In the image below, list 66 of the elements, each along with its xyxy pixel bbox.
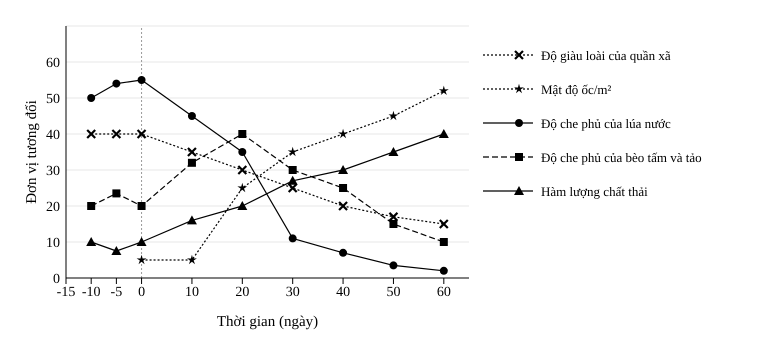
point <box>338 165 348 174</box>
point <box>111 128 122 140</box>
x-tick-label: 50 <box>386 284 400 300</box>
x-tick-label: 0 <box>138 284 146 300</box>
point <box>389 261 398 270</box>
point <box>86 128 96 140</box>
x-axis-title: Thời gian (ngày) <box>216 314 318 330</box>
y-tick-label: 10 <box>46 236 60 251</box>
legend-label: Mật độ ốc/m² <box>541 82 612 97</box>
point <box>112 189 120 198</box>
legend-label: Độ giàu loài của quần xã <box>541 48 671 63</box>
y-tick-label: 40 <box>46 128 60 143</box>
legend-label: Độ che phủ của bèo tấm và tảo <box>541 150 702 165</box>
legend-label: Hàm lượng chất thải <box>541 184 648 199</box>
point <box>87 202 96 210</box>
point <box>288 176 298 185</box>
y-tick-label: 20 <box>46 200 60 215</box>
point <box>238 130 246 138</box>
point <box>136 237 147 246</box>
point <box>388 212 399 222</box>
point <box>86 237 96 246</box>
point <box>339 184 348 192</box>
point <box>288 146 298 156</box>
y-tick-label: 30 <box>46 164 60 179</box>
x-tick-label: 30 <box>286 284 300 300</box>
x-tick-label: 20 <box>235 284 250 300</box>
x-tick-label: 60 <box>436 284 451 300</box>
point <box>186 254 197 264</box>
point <box>237 201 248 210</box>
point <box>438 218 449 230</box>
point <box>440 238 448 246</box>
point <box>388 147 398 156</box>
y-tick-label: 60 <box>46 56 60 71</box>
point <box>112 80 120 88</box>
point <box>136 128 147 140</box>
point <box>138 76 146 84</box>
point <box>438 86 449 96</box>
point <box>186 146 198 158</box>
point <box>237 164 248 176</box>
point <box>188 112 196 120</box>
point <box>288 166 297 174</box>
x-tick-label: -5 <box>110 284 122 300</box>
point <box>288 234 297 242</box>
y-tick-label: 50 <box>46 92 60 107</box>
point <box>238 148 246 156</box>
legend-label: Độ che phủ của lúa nước <box>541 116 672 131</box>
point <box>136 254 147 264</box>
point <box>338 128 348 138</box>
point <box>138 202 146 210</box>
point <box>188 158 196 167</box>
y-axis-title: Đơn vị tương đối <box>24 100 40 204</box>
x-tick-label: -10 <box>82 284 101 300</box>
point <box>388 110 398 120</box>
point <box>389 220 398 228</box>
point <box>237 182 248 192</box>
point <box>338 200 348 212</box>
x-tick-label: 40 <box>336 284 350 300</box>
x-tick-label: 10 <box>184 284 199 300</box>
y-tick-label: 0 <box>53 272 60 287</box>
point <box>87 94 96 102</box>
point <box>438 129 449 138</box>
x-tick-label: -15 <box>56 284 76 300</box>
point <box>186 215 197 224</box>
point <box>339 248 348 257</box>
point <box>111 246 122 255</box>
point <box>440 266 448 275</box>
